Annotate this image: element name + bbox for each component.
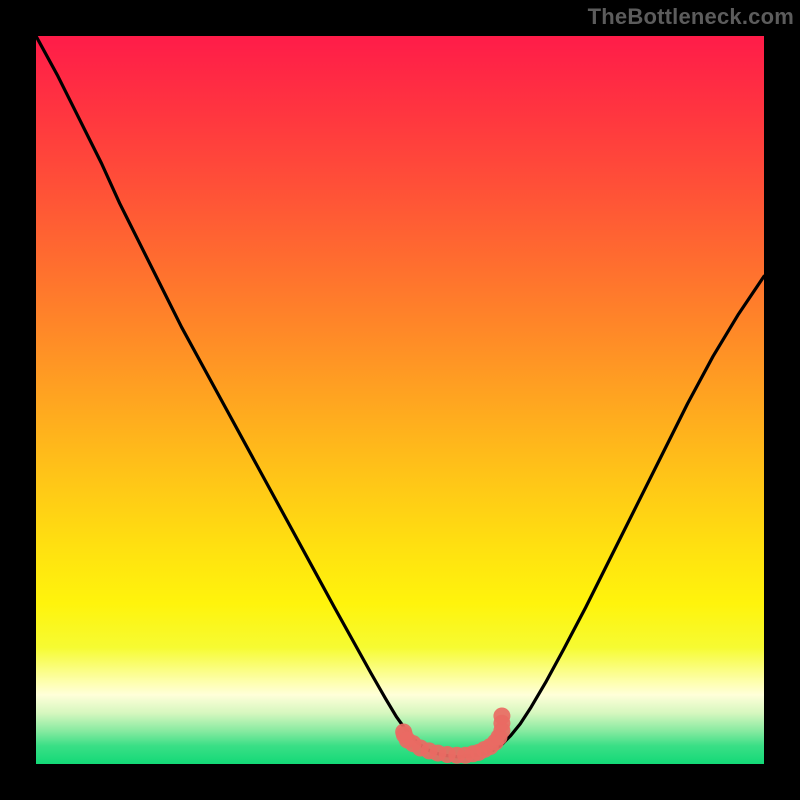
plot-svg [36, 36, 764, 764]
watermark-text: TheBottleneck.com [588, 4, 794, 30]
plot-area [36, 36, 764, 764]
highlight-point [493, 707, 510, 724]
chart-container: TheBottleneck.com [0, 0, 800, 800]
plot-background [36, 36, 764, 764]
